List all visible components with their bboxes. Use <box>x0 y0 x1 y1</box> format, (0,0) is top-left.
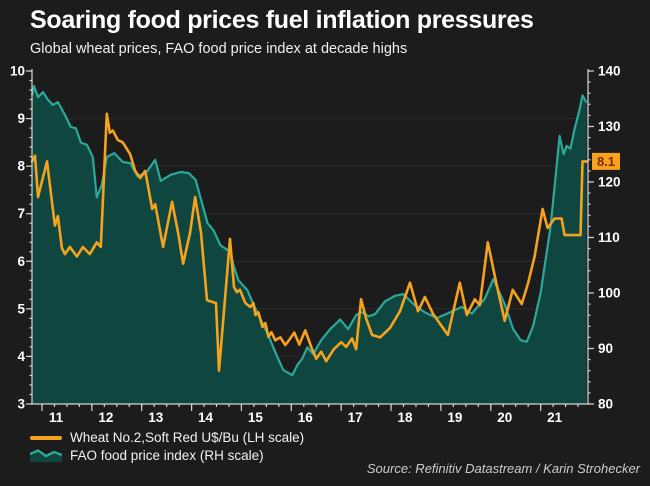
x-axis-year-label: 14 <box>198 410 214 425</box>
right-axis-tick-label: 100 <box>598 286 621 301</box>
left-axis-tick-label: 10 <box>10 64 25 79</box>
fao-index-line <box>30 84 588 377</box>
legend-item-fao: FAO food price index (RH scale) <box>29 447 304 464</box>
x-axis-year-label: 17 <box>348 410 363 425</box>
legend-label-wheat: Wheat No.2,Soft Red U$/Bu (LH scale) <box>70 430 305 445</box>
last-value-text: 8.1 <box>597 154 615 169</box>
x-axis-year-label: 19 <box>447 410 462 425</box>
page-subtitle: Global wheat prices, FAO food price inde… <box>30 40 408 57</box>
left-axis-tick-label: 8 <box>17 159 25 174</box>
x-axis-year-label: 21 <box>547 410 563 425</box>
x-axis-year-label: 13 <box>148 410 164 425</box>
legend-label-fao: FAO food price index (RH scale) <box>70 448 264 463</box>
x-axis-year-label: 18 <box>398 410 414 425</box>
left-axis-tick-label: 5 <box>17 301 25 316</box>
x-axis-year-label: 16 <box>298 410 314 425</box>
x-axis-year-label: 12 <box>98 410 113 425</box>
fao-index-area <box>32 86 587 404</box>
x-axis-year-label: 15 <box>248 410 264 425</box>
wheat-price-line <box>30 112 589 372</box>
legend-item-wheat: Wheat No.2,Soft Red U$/Bu (LH scale) <box>30 429 304 446</box>
x-axis-year-label: 11 <box>49 410 64 425</box>
page-title: Soaring food prices fuel inflation press… <box>30 6 534 34</box>
fao-area-swatch-icon <box>29 449 63 462</box>
header: Soaring food prices fuel inflation press… <box>30 6 630 57</box>
legend: Wheat No.2,Soft Red U$/Bu (LH scale) FAO… <box>29 429 304 465</box>
right-axis-tick-label: 80 <box>598 397 613 412</box>
right-axis-tick-label: 140 <box>598 64 621 79</box>
left-axis-tick-label: 9 <box>17 111 25 126</box>
wheat-line-swatch-icon <box>30 431 62 444</box>
right-axis-tick-label: 110 <box>598 230 620 245</box>
left-axis-tick-label: 3 <box>17 397 25 412</box>
left-axis-tick-label: 4 <box>17 349 25 364</box>
left-axis-tick-label: 7 <box>17 206 25 221</box>
right-axis-tick-label: 130 <box>598 119 621 134</box>
right-axis-tick-label: 120 <box>598 175 621 190</box>
source-credit: Source: Refinitiv Datastream / Karin Str… <box>366 461 640 476</box>
axes <box>26 69 594 411</box>
x-axis-year-label: 20 <box>497 410 512 425</box>
last-value-badge <box>592 152 620 170</box>
left-axis-tick-label: 6 <box>17 254 25 269</box>
right-axis-tick-label: 90 <box>598 341 613 356</box>
